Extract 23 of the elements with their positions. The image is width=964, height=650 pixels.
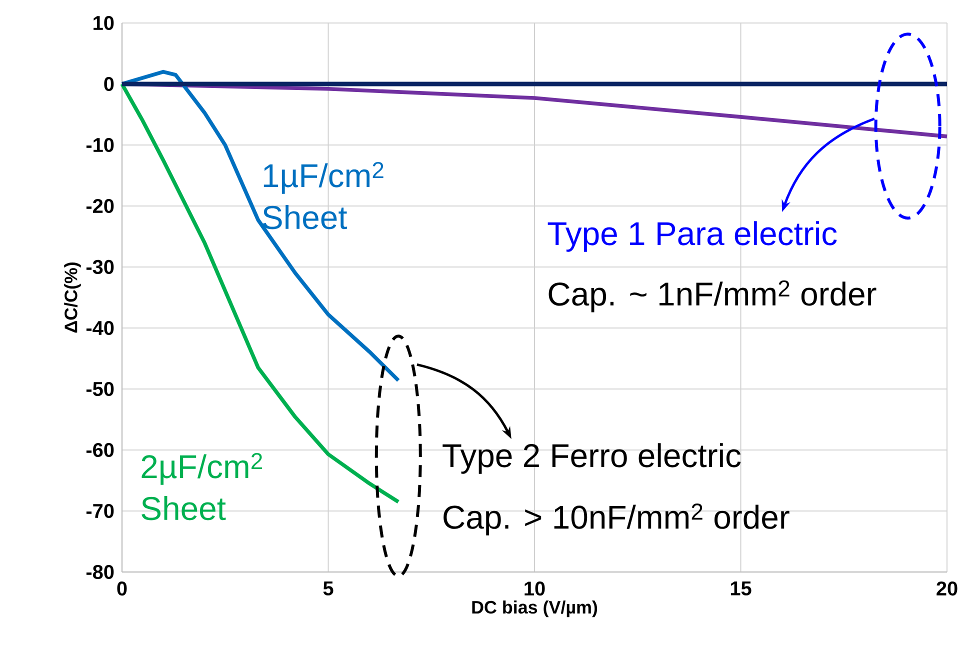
x-tick-label: 0 bbox=[117, 582, 127, 596]
y-tick-label: -80 bbox=[86, 564, 114, 580]
x-axis-title: DC bias (V/µm) bbox=[472, 600, 598, 618]
x-tick-label: 15 bbox=[730, 582, 752, 596]
x-tick-label: 20 bbox=[936, 582, 958, 596]
x-tick-label: 5 bbox=[323, 582, 334, 596]
y-tick-label: -50 bbox=[86, 382, 114, 396]
annotation: Cap. ~ 1nF/mm$^{2}$ order bbox=[548, 280, 876, 312]
annotation: Cap. > 10nF/mm$^{2}$ order bbox=[444, 504, 790, 536]
x-tick-label: 10 bbox=[524, 582, 545, 596]
text: 1µF/cm$^{2}$ Sheet bbox=[262, 162, 384, 230]
y-tick-label: -30 bbox=[86, 260, 114, 274]
y-tick-label: 0 bbox=[104, 76, 114, 92]
annotation: Type 2 Ferro electric bbox=[442, 443, 741, 474]
annotation: Type 1 Para electric bbox=[548, 221, 837, 252]
y-tick-label: 10 bbox=[94, 16, 114, 30]
y-tick-label: -60 bbox=[86, 442, 114, 458]
y-tick-label: -70 bbox=[86, 504, 114, 518]
y-axis-title: ΔC/C(%) bbox=[64, 262, 81, 333]
y-tick-label: -40 bbox=[86, 320, 114, 336]
text: 2µF/cm$^{2}$ Sheet bbox=[142, 452, 262, 520]
y-tick-label: -10 bbox=[86, 138, 114, 152]
y-tick-label: -20 bbox=[86, 198, 114, 214]
